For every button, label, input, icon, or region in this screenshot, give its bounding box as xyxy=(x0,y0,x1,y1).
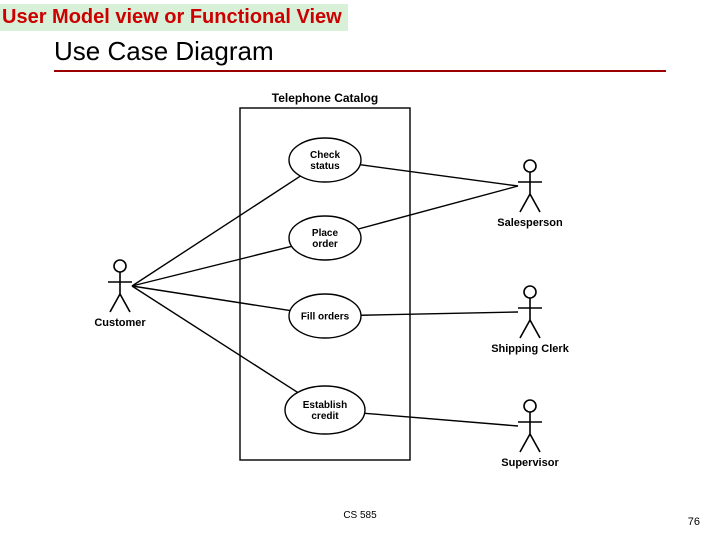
actor-shipping-clerk: Shipping Clerk xyxy=(491,286,570,355)
actor-supervisor: Supervisor xyxy=(501,400,559,469)
svg-text:Place: Place xyxy=(312,228,339,239)
edge xyxy=(358,186,518,229)
use-case-diagram: Telephone Catalog Checkstatus Placeorder Fi… xyxy=(60,90,660,490)
svg-text:order: order xyxy=(312,239,338,250)
svg-text:Fill orders: Fill orders xyxy=(301,312,350,323)
diagram-svg: Telephone Catalog Checkstatus Placeorder Fi… xyxy=(60,90,660,490)
slide: User Model view or Functional View Use C… xyxy=(0,0,720,540)
svg-text:Establish: Establish xyxy=(303,400,347,411)
edge xyxy=(132,176,300,286)
edge xyxy=(360,165,518,186)
svg-text:status: status xyxy=(310,161,340,172)
title-underline xyxy=(54,70,666,72)
edge xyxy=(132,246,292,286)
subtitle: Use Case Diagram xyxy=(54,36,274,67)
svg-text:credit: credit xyxy=(311,411,339,422)
svg-text:Check: Check xyxy=(310,150,340,161)
uc-place-order: Placeorder xyxy=(289,216,361,260)
page-number: 76 xyxy=(688,516,700,528)
uc-fill-orders: Fill orders xyxy=(289,294,361,338)
edge xyxy=(361,312,518,315)
footer-center: CS 585 xyxy=(0,510,720,521)
uc-check-status: Checkstatus xyxy=(289,138,361,182)
edge xyxy=(132,286,290,311)
uc-establish-credit: Establishcredit xyxy=(285,386,365,434)
edge xyxy=(132,286,298,392)
actor-label: Supervisor xyxy=(501,457,559,469)
banner-title: User Model view or Functional View xyxy=(0,4,348,31)
actor-salesperson: Salesperson xyxy=(497,160,563,229)
system-label: Telephone Catalog xyxy=(272,91,378,105)
banner-text: User Model view or Functional View xyxy=(2,6,342,28)
actor-label: Salesperson xyxy=(497,217,563,229)
actor-label: Customer xyxy=(94,317,146,329)
actor-label: Shipping Clerk xyxy=(491,343,570,355)
edge xyxy=(365,413,518,426)
actor-customer: Customer xyxy=(94,260,146,329)
